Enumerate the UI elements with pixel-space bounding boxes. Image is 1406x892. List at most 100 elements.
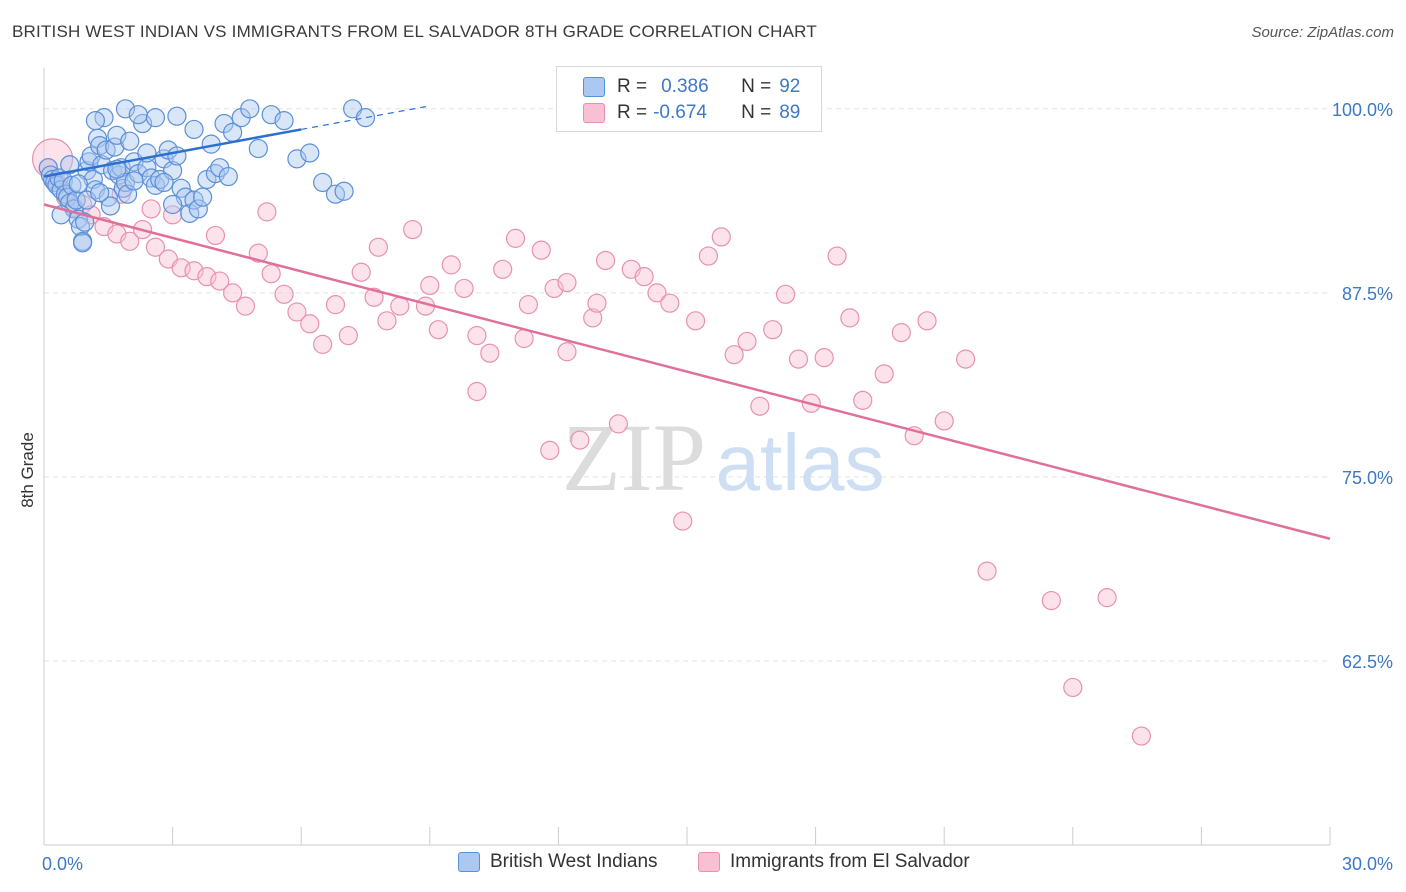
data-point-british-west-indians: [184, 119, 204, 140]
data-point-immigrants-el-salvador: [420, 275, 440, 296]
series-immigrants-el-salvador-points: [31, 138, 1151, 746]
data-point-immigrants-el-salvador: [977, 561, 997, 581]
data-point-immigrants-el-salvador: [325, 295, 346, 315]
source-credit: Source: ZipAtlas.com: [1251, 24, 1394, 41]
data-point-immigrants-el-salvador: [274, 284, 294, 304]
data-point-immigrants-el-salvador: [480, 343, 500, 363]
data-point-british-west-indians: [60, 155, 80, 175]
data-point-immigrants-el-salvador: [505, 228, 526, 248]
axes: [43, 68, 1331, 846]
legend-r-label: R =: [617, 76, 648, 97]
data-point-immigrants-el-salvador: [840, 308, 860, 328]
data-point-british-west-indians: [75, 212, 95, 232]
data-point-immigrants-el-salvador: [141, 199, 161, 219]
data-point-immigrants-el-salvador: [827, 246, 847, 266]
data-point-immigrants-el-salvador: [145, 237, 166, 257]
data-point-immigrants-el-salvador: [583, 308, 603, 328]
data-point-immigrants-el-salvador: [210, 271, 230, 291]
data-point-immigrants-el-salvador: [724, 345, 744, 365]
data-point-immigrants-el-salvador: [428, 320, 448, 340]
data-point-immigrants-el-salvador: [737, 331, 757, 352]
data-point-british-west-indians: [163, 194, 183, 215]
legend-swatch-pink: [698, 852, 720, 872]
y-tick-label: 100.0%: [1332, 100, 1393, 120]
data-point-immigrants-el-salvador: [775, 284, 796, 304]
data-point-immigrants-el-salvador: [647, 283, 667, 303]
data-point-british-west-indians: [167, 146, 187, 166]
data-point-immigrants-el-salvador: [685, 311, 706, 331]
legend-label: British West Indians: [490, 851, 658, 872]
trend-lines: [43, 105, 1331, 540]
watermark-atlas: atlas: [716, 418, 885, 507]
data-point-british-west-indians: [188, 199, 208, 219]
data-point-immigrants-el-salvador: [711, 227, 731, 247]
data-point-immigrants-el-salvador: [257, 202, 277, 222]
data-point-immigrants-el-salvador: [205, 225, 226, 246]
watermark: ZIP atlas: [562, 404, 884, 511]
data-point-british-west-indians: [62, 175, 82, 195]
data-point-british-west-indians: [171, 178, 191, 198]
data-point-immigrants-el-salvador: [351, 262, 371, 282]
data-point-immigrants-el-salvador: [763, 320, 783, 340]
data-point-immigrants-el-salvador: [917, 311, 937, 331]
x-tick-label: 30.0%: [1342, 854, 1393, 874]
data-point-british-west-indians: [154, 172, 174, 193]
data-point-immigrants-el-salvador: [467, 325, 487, 346]
legend-item-immigrants-el-salvador: Immigrants from El Salvador: [698, 851, 970, 873]
data-point-immigrants-el-salvador: [493, 259, 513, 279]
data-point-immigrants-el-salvador: [368, 237, 388, 257]
data-point-immigrants-el-salvador: [313, 334, 333, 354]
legend-label: Immigrants from El Salvador: [730, 851, 970, 872]
data-point-immigrants-el-salvador: [287, 302, 307, 322]
data-point-british-west-indians: [193, 187, 213, 207]
data-point-immigrants-el-salvador: [261, 264, 281, 284]
legend-item-british-west-indians: British West Indians: [458, 851, 658, 873]
legend-r-value: 0.386: [661, 76, 709, 97]
data-point-immigrants-el-salvador: [634, 267, 654, 287]
legend-n-label: N =: [741, 102, 772, 123]
data-point-immigrants-el-salvador: [595, 250, 616, 271]
data-point-immigrants-el-salvador: [891, 323, 911, 343]
legend-swatch-pink: [583, 103, 605, 123]
data-point-immigrants-el-salvador: [364, 287, 384, 307]
data-point-immigrants-el-salvador: [248, 243, 268, 263]
data-point-british-west-indians: [145, 108, 166, 128]
series-british-west-indians-points: [38, 99, 376, 253]
data-point-british-west-indians: [248, 138, 268, 159]
x-tick-labels: 0.0% 30.0%: [42, 854, 1393, 874]
legend-row-blue: R = 0.386 N = 92: [583, 75, 800, 99]
legend-swatch-blue: [458, 852, 480, 872]
data-point-british-west-indians: [66, 190, 86, 210]
data-point-british-west-indians: [274, 110, 294, 131]
data-point-british-west-indians: [68, 174, 88, 194]
trend-line-immigrants-el-salvador: [43, 203, 1331, 540]
data-point-immigrants-el-salvador: [197, 267, 217, 287]
data-point-british-west-indians: [300, 143, 320, 163]
data-point-immigrants-el-salvador: [698, 246, 719, 266]
data-point-british-west-indians: [120, 131, 140, 151]
stats-legend: R = 0.386 N = 92 R = -0.674 N = 89: [556, 66, 822, 132]
legend-r-label: R =: [617, 102, 648, 123]
data-point-immigrants-el-salvador: [587, 293, 607, 313]
data-point-immigrants-el-salvador: [570, 430, 590, 450]
data-point-immigrants-el-salvador: [403, 219, 423, 240]
data-point-immigrants-el-salvador: [531, 240, 551, 260]
data-point-immigrants-el-salvador: [338, 325, 358, 346]
data-point-immigrants-el-salvador: [788, 349, 809, 369]
data-point-immigrants-el-salvador: [956, 349, 976, 369]
data-point-immigrants-el-salvador: [467, 381, 487, 402]
data-point-british-west-indians: [124, 171, 144, 191]
data-point-british-west-indians: [313, 172, 333, 193]
data-point-immigrants-el-salvador: [31, 138, 74, 180]
data-point-immigrants-el-salvador: [814, 348, 834, 368]
x-tick-label: 0.0%: [42, 854, 83, 874]
y-tick-label: 75.0%: [1342, 468, 1393, 488]
data-point-immigrants-el-salvador: [608, 414, 629, 434]
data-point-immigrants-el-salvador: [518, 295, 538, 315]
legend-n-label: N =: [741, 76, 772, 97]
data-point-immigrants-el-salvador: [934, 411, 954, 431]
chart-title: BRITISH WEST INDIAN VS IMMIGRANTS FROM E…: [12, 22, 817, 41]
data-point-british-west-indians: [72, 233, 93, 253]
data-point-british-west-indians: [218, 166, 238, 187]
